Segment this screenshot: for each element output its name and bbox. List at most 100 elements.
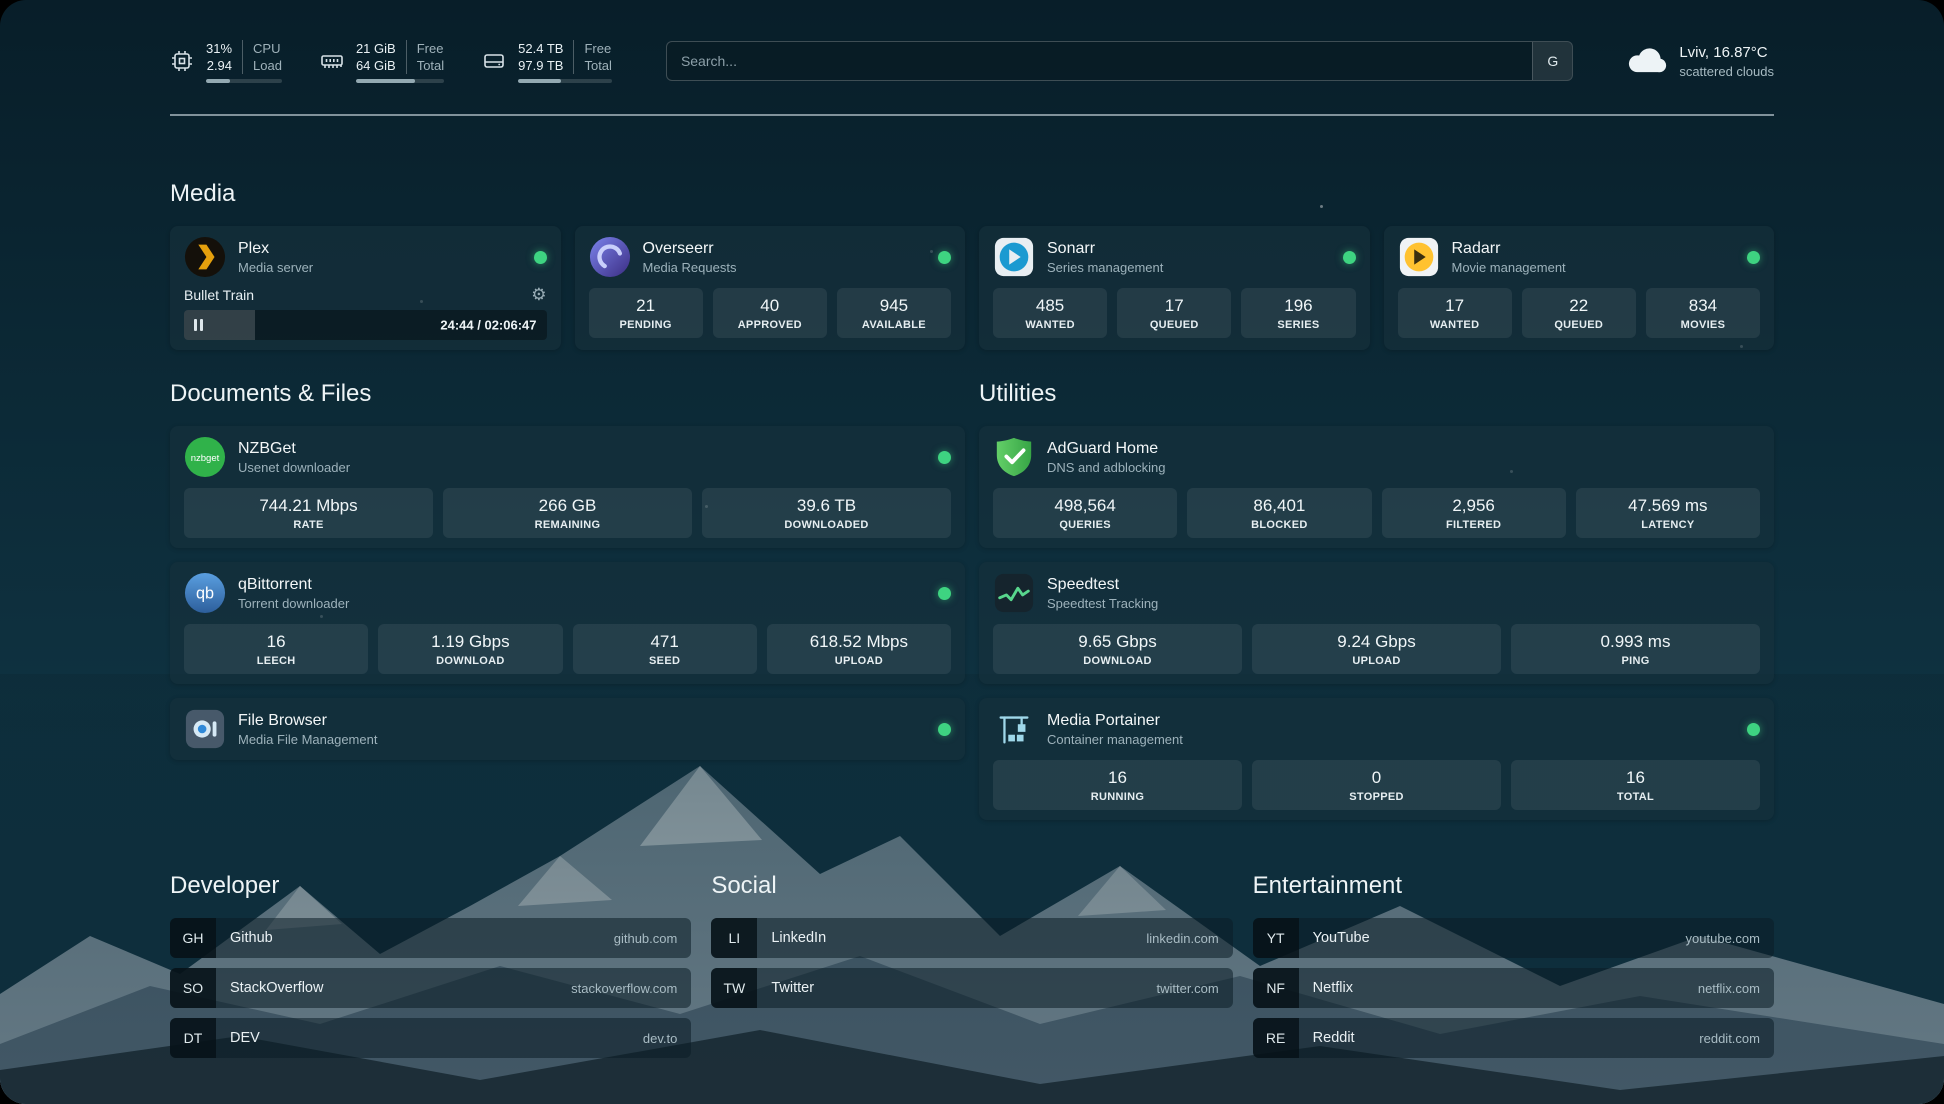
stat-value: 266 GB (538, 496, 597, 515)
stat-label: LATENCY (1641, 519, 1695, 531)
bookmark-name: DEV (230, 1030, 260, 1046)
status-online-dot (1747, 722, 1760, 736)
card-plex[interactable]: Plex Media server Bullet Train ⚙ 24:44 /… (170, 226, 561, 350)
topbar-divider (170, 114, 1774, 116)
search-input[interactable] (666, 42, 1533, 80)
search-provider-button[interactable]: G (1532, 42, 1573, 80)
bookmark-row[interactable]: RE Reddit reddit.com (1252, 1018, 1774, 1058)
bookmark-row[interactable]: DT DEV dev.to (170, 1018, 692, 1058)
speedtest-icon (993, 572, 1035, 614)
plex-now-playing: Bullet Train ⚙ 24:44 / 02:06:47 (184, 286, 547, 340)
card-portainer[interactable]: Media Portainer Container management 16 R… (979, 698, 1774, 820)
card-speedtest[interactable]: Speedtest Speedtest Tracking 9.65 Gbps DO… (979, 562, 1774, 684)
stat-box: 9.24 Gbps UPLOAD (1252, 624, 1501, 674)
bookmark-row[interactable]: LI LinkedIn linkedin.com (711, 918, 1233, 958)
bookmark-row[interactable]: GH Github github.com (170, 918, 692, 958)
stat-box: 196 SERIES (1241, 288, 1356, 338)
bookmark-name: StackOverflow (230, 980, 324, 996)
stat-box: 22 QUEUED (1521, 288, 1636, 338)
stat-value: 16 (266, 632, 286, 651)
stat-value: 744.21 Mbps (259, 496, 358, 515)
stat-box: 17 QUEUED (1117, 288, 1232, 338)
now-playing-title: Bullet Train (184, 286, 255, 303)
stat-box: 39.6 TB DOWNLOADED (702, 488, 951, 538)
stat-box: 945 AVAILABLE (836, 288, 952, 338)
sonarr-icon (993, 236, 1035, 278)
memory-total: 64 GiB (355, 57, 396, 73)
stat-value: 618.52 Mbps (809, 632, 909, 651)
app-name: File Browser (238, 711, 327, 729)
status-online-dot (938, 450, 951, 464)
app-name: Radarr (1451, 239, 1501, 257)
stat-box: 9.65 Gbps DOWNLOAD (993, 624, 1242, 674)
app-subtitle: Usenet downloader (238, 459, 351, 475)
section-title-documents: Documents & Files (170, 380, 372, 407)
bookmark-abbr: NF (1252, 968, 1299, 1008)
stat-box: 40 APPROVED (712, 288, 827, 338)
bookmark-abbr: TW (711, 968, 758, 1008)
qbittorrent-icon: qb (184, 572, 226, 614)
card-sonarr[interactable]: Sonarr Series management 485 WANTED 17 QUEU… (979, 226, 1370, 350)
stat-value: 0.993 ms (1600, 632, 1671, 651)
status-online-dot (938, 722, 951, 736)
stat-box: 744.21 Mbps RATE (184, 488, 433, 538)
stat-box: 471 SEED (572, 624, 757, 674)
playback-progress-bar[interactable]: 24:44 / 02:06:47 (184, 310, 547, 340)
bookmark-abbr: RE (1252, 1018, 1299, 1058)
cpu-progress-bar (206, 78, 282, 83)
stats-row: 498,564 QUERIES 86,401 BLOCKED 2,956 FILTERED… (993, 488, 1760, 538)
stat-box: 2,956 FILTERED (1381, 488, 1566, 538)
card-overseerr[interactable]: Overseerr Media Requests 21 PENDING 40 APPR… (574, 226, 965, 350)
status-online-dot (1747, 250, 1760, 264)
stat-value: 16 (1108, 768, 1127, 787)
memory-icon (320, 49, 344, 73)
pause-icon[interactable] (194, 319, 203, 331)
bookmark-row[interactable]: SO StackOverflow stackoverflow.com (170, 968, 692, 1008)
stat-box: 834 MOVIES (1645, 288, 1761, 338)
stat-value: 1.19 Gbps (431, 632, 510, 651)
stat-value: 16 (1626, 768, 1645, 787)
section-title-social: Social (711, 872, 777, 899)
app-subtitle: DNS and adblocking (1047, 459, 1166, 475)
stat-value: 17 (1164, 296, 1184, 315)
bookmark-row[interactable]: TW Twitter twitter.com (711, 968, 1233, 1008)
app-subtitle: Media Requests (642, 259, 737, 275)
stat-label: RATE (293, 519, 324, 531)
portainer-icon (993, 708, 1035, 750)
section-title-entertainment: Entertainment (1252, 872, 1403, 899)
stat-box: 16 LEECH (184, 624, 369, 674)
stat-value: 9.24 Gbps (1337, 632, 1416, 651)
bookmark-domain: youtube.com (1685, 930, 1760, 946)
card-nzbget[interactable]: nzbget NZBGet Usenet downloader 744.21 M… (170, 426, 965, 548)
app-subtitle: Movie management (1451, 259, 1566, 275)
section-title-developer: Developer (170, 872, 280, 899)
card-adguard[interactable]: AdGuard Home DNS and adblocking 498,564 Q… (979, 426, 1774, 548)
stat-box: 86,401 BLOCKED (1187, 488, 1372, 538)
disk-free-label: Free (573, 39, 611, 57)
card-filebrowser[interactable]: File Browser Media File Management (170, 698, 965, 760)
status-online-dot (1342, 250, 1356, 264)
stat-label: FILTERED (1445, 519, 1502, 531)
bookmark-row[interactable]: YT YouTube youtube.com (1252, 918, 1774, 958)
disk-icon (482, 49, 506, 73)
bookmark-domain: reddit.com (1699, 1030, 1760, 1046)
stat-label: PING (1621, 655, 1650, 667)
stat-label: QUEUED (1554, 319, 1604, 331)
stat-box: 16 RUNNING (993, 760, 1242, 810)
stat-label: PENDING (619, 319, 672, 331)
stats-row: 16 LEECH 1.19 Gbps DOWNLOAD 471 SEED 618.52 Mb… (184, 624, 951, 674)
svg-text:nzbget: nzbget (191, 453, 220, 464)
app-name: AdGuard Home (1047, 439, 1159, 457)
stat-value: 485 (1035, 296, 1065, 315)
bookmark-abbr: DT (170, 1018, 216, 1058)
bookmark-name: LinkedIn (771, 930, 827, 946)
stat-box: 0 STOPPED (1252, 760, 1501, 810)
cpu-chip-icon (170, 49, 194, 73)
bookmark-name: Github (230, 930, 273, 946)
bookmark-name: YouTube (1312, 930, 1370, 946)
bookmark-abbr: SO (170, 968, 216, 1008)
card-radarr[interactable]: Radarr Movie management 17 WANTED 22 QUEUED… (1383, 226, 1774, 350)
card-qbittorrent[interactable]: qb qBittorrent Torrent downloader 16 LEEC… (170, 562, 965, 684)
gear-icon[interactable]: ⚙ (531, 285, 547, 304)
bookmark-row[interactable]: NF Netflix netflix.com (1252, 968, 1774, 1008)
